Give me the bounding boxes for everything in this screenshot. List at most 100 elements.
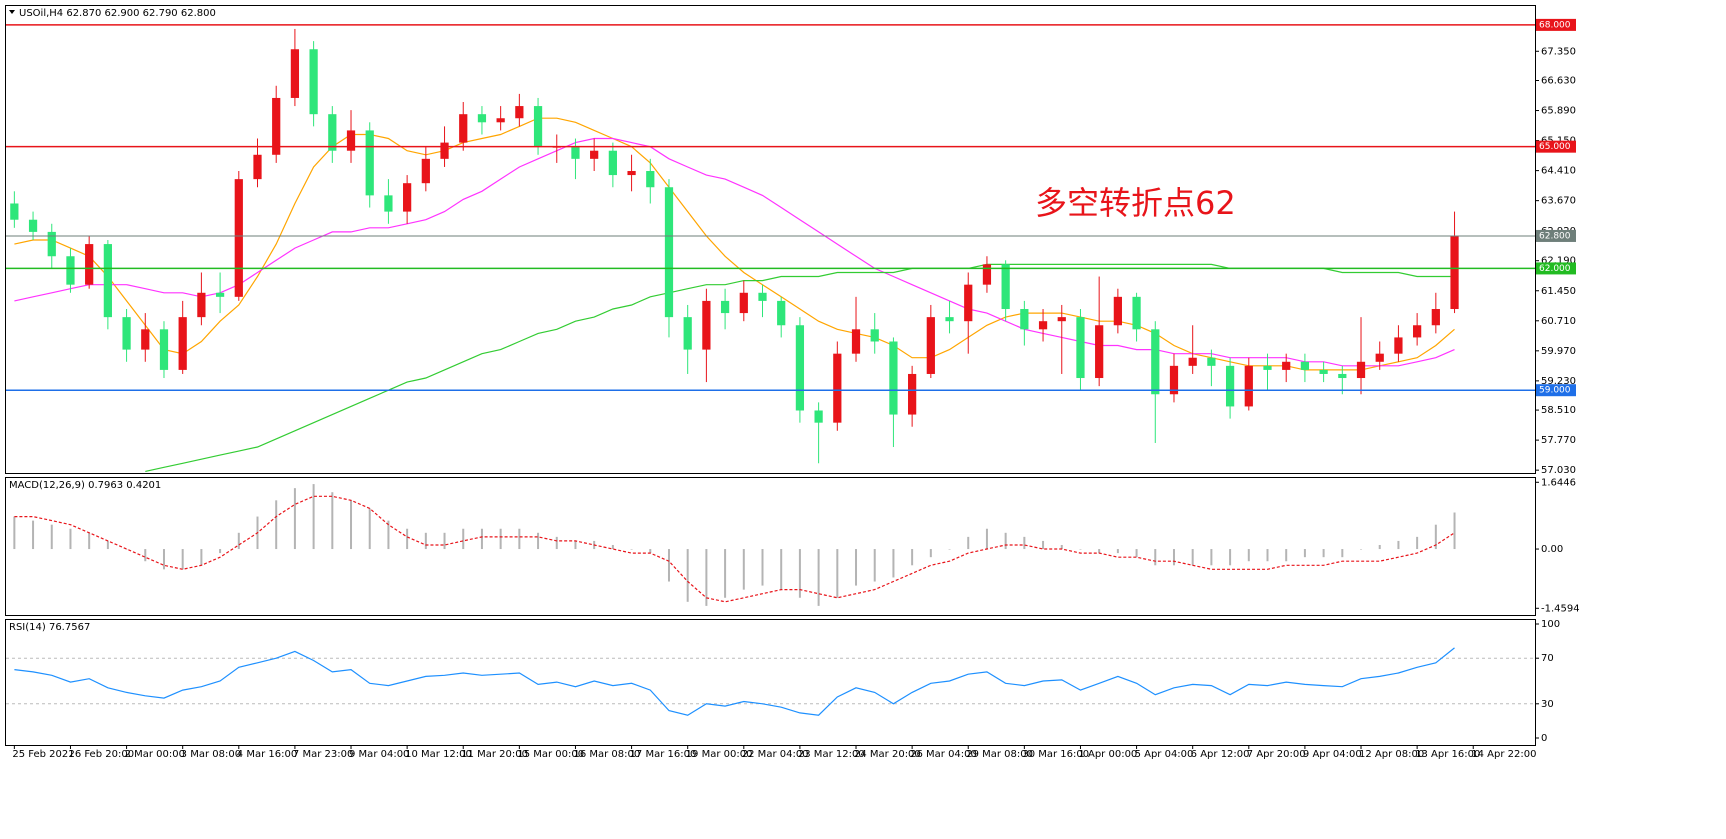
x-tick-label: 12 Apr 08:00 [1359,749,1424,760]
candle-body [421,158,430,184]
candle-body [234,179,243,297]
candle-body [702,300,711,350]
level-label: 68.000 [1539,20,1571,30]
macd-bar [275,500,278,550]
macd-bar [724,549,727,598]
macd-bar [293,488,296,550]
macd-bar [649,549,652,554]
x-tick-label: 22 Mar 04:00 [742,749,809,760]
x-tick-label: 4 Mar 16:00 [237,749,297,760]
candle-body [1263,365,1272,370]
main-frame [5,5,1536,474]
x-tick-label: 6 Apr 12:00 [1191,749,1250,760]
macd-bar [1042,540,1045,550]
candle-body [1319,369,1328,374]
x-tick-label: 17 Mar 16:00 [630,749,697,760]
x-tick-label: 25 Feb 2021 [12,749,74,760]
macd-bar [817,549,820,606]
y-tick-label: 64.410 [1541,166,1576,177]
x-tick-label: 15 Mar 00:00 [517,749,584,760]
macd-bar [798,549,801,598]
y-tick-label: 60.710 [1541,316,1576,327]
candle-body [814,410,823,423]
candle-body [66,256,75,285]
candle-body [28,219,38,232]
macd-bar [200,549,203,566]
macd-bar [106,540,109,550]
macd-bar [1434,524,1437,550]
macd-bar [424,532,427,550]
y-tick-label: 61.450 [1541,286,1576,297]
macd-bar [630,549,633,550]
y-tick-label: 1.6446 [1541,477,1576,488]
candle-body [664,187,674,318]
candle-body [515,106,524,119]
macd-bar [1154,549,1157,566]
macd-bar [368,508,371,550]
candle-body [1431,309,1440,326]
macd-bar [1079,549,1082,550]
candle-body [571,146,580,159]
y-tick-label: 58.510 [1541,405,1576,416]
candle-body [795,325,805,411]
macd-bar [462,528,465,550]
chart-title: USOil,H4 62.870 62.900 62.790 62.800 [19,8,216,19]
candle-body [346,130,356,151]
macd-bar [50,524,53,550]
macd-bar [518,528,521,550]
candle-body [1095,325,1104,379]
candle-body [590,150,599,159]
moving-average [14,137,1455,367]
macd-bar [312,484,315,550]
macd-bar [331,492,334,550]
macd-bar [742,549,745,590]
candle-body [1038,321,1048,330]
level-label-box [1536,229,1576,242]
macd-bar [667,549,670,582]
candle-body [982,264,992,285]
macd-bar [1135,549,1138,558]
x-tick-label: 30 Mar 16:00 [1022,749,1089,760]
macd-bar [1172,549,1175,566]
candle-body [1001,264,1010,310]
candle-body [1225,365,1235,407]
level-label: 65.000 [1539,142,1571,152]
macd-bar [1023,536,1026,550]
macd-bar [1360,549,1363,550]
signal-line [14,495,1455,603]
macd-bar [873,549,876,582]
macd-bar [1229,549,1232,566]
y-tick-label: 59.230 [1541,376,1576,387]
macd-bar [892,549,895,578]
level-label: 59.000 [1539,386,1571,396]
macd-bar [125,549,128,550]
candle-body [1076,317,1085,379]
macd-bar [1397,540,1400,550]
x-tick-label: 24 Mar 20:00 [854,749,921,760]
y-tick-label: 30 [1541,699,1554,710]
macd-bar [1453,512,1456,550]
candle-body [608,150,617,176]
x-tick-label: 5 Apr 04:00 [1135,749,1194,760]
candle-body [964,284,973,322]
candle-body [1394,337,1403,354]
candle-body [159,329,169,370]
macd-frame [5,477,1536,616]
x-tick-label: 19 Mar 00:00 [686,749,753,760]
macd-bar [929,549,932,558]
candle-body [477,114,487,123]
macd-bar [88,532,91,550]
candle-body [646,171,655,188]
level-label: 62.000 [1539,264,1571,274]
candle-body [1282,361,1291,370]
candle-body [290,49,300,98]
y-tick-label: 100 [1541,619,1560,630]
candle-body [777,300,786,326]
x-tick-label: 23 Mar 12:00 [798,749,865,760]
y-tick-label: 59.970 [1541,346,1576,357]
candle-body [1113,296,1122,326]
candle-body [926,317,935,374]
x-tick-label: 1 Apr 00:00 [1078,749,1137,760]
candle-body [758,292,767,301]
macd-bar [686,549,689,602]
